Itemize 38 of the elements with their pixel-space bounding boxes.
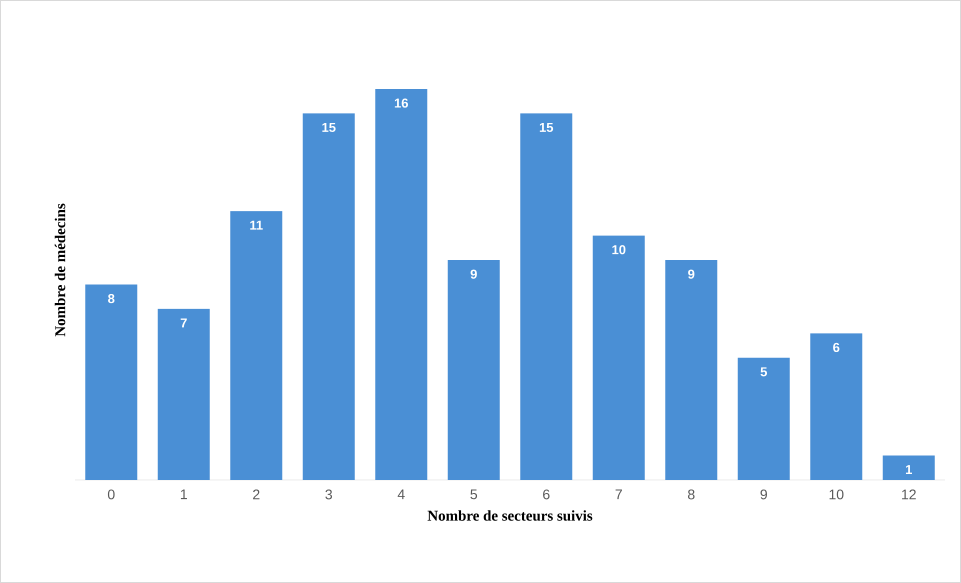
x-tick-label: 0 — [108, 489, 115, 500]
x-tick-label: 1 — [180, 490, 187, 500]
bar — [592, 236, 645, 480]
bar — [158, 308, 210, 480]
x-axis-title: Nombre de secteurs suivis — [428, 510, 592, 521]
x-tick-label: 6 — [543, 489, 550, 500]
x-tick-label: 10 — [830, 489, 844, 500]
bar — [85, 284, 138, 480]
bar — [302, 113, 355, 480]
x-tick-label: 7 — [616, 490, 622, 500]
bar — [665, 260, 718, 480]
data-label: 9 — [470, 270, 477, 279]
bar — [448, 260, 500, 480]
data-label: 15 — [540, 122, 554, 132]
bar — [520, 113, 572, 480]
data-label: 8 — [108, 294, 114, 304]
bar — [810, 333, 862, 480]
data-label: 15 — [322, 122, 336, 132]
data-label: 5 — [760, 367, 768, 376]
data-label: 11 — [250, 220, 263, 230]
data-label: 6 — [833, 342, 840, 352]
x-tick-label: 4 — [398, 490, 405, 500]
y-axis-title: Nombre de médecins — [54, 204, 66, 336]
data-label: 9 — [688, 270, 694, 279]
bar — [230, 211, 282, 480]
bar — [738, 358, 790, 480]
x-tick-label: 3 — [325, 489, 332, 500]
bar — [375, 88, 428, 480]
bar — [882, 456, 935, 480]
data-label: 10 — [612, 245, 626, 254]
x-tick-label: 9 — [760, 489, 767, 500]
x-tick-label: 2 — [253, 489, 260, 500]
x-tick-label: 12 — [902, 489, 916, 500]
x-tick-label: 5 — [470, 490, 478, 500]
data-label: 1 — [906, 465, 912, 474]
data-label: 7 — [180, 318, 187, 328]
x-tick-label: 8 — [688, 489, 695, 500]
data-label: 16 — [394, 98, 408, 108]
